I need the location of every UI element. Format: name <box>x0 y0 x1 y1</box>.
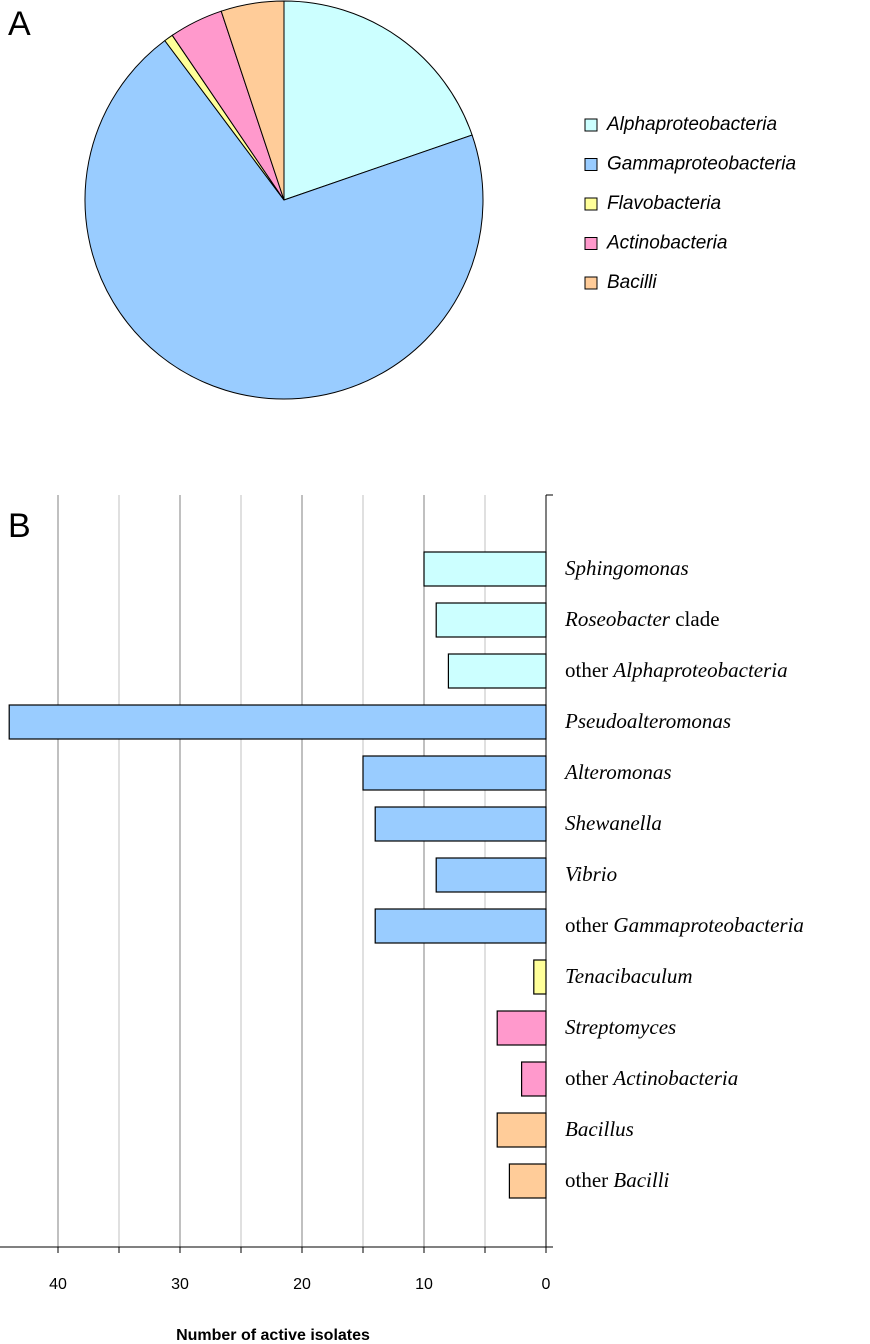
category-label: other Alphaproteobacteria <box>565 658 788 682</box>
category-label: Alteromonas <box>563 760 672 784</box>
legend-label: Bacilli <box>607 272 657 293</box>
category-label-part: other <box>565 658 613 682</box>
bar <box>435 857 547 893</box>
category-label-part: Pseudoalteromonas <box>564 709 731 733</box>
category-label-part: Actinobacteria <box>611 1066 738 1090</box>
pie-slice <box>220 0 285 201</box>
category-label-part: Roseobacter <box>564 607 671 631</box>
category-label-part: Bacillus <box>565 1117 634 1141</box>
category-label: Vibrio <box>565 862 617 886</box>
category-label: Roseobacter clade <box>564 607 720 631</box>
legend-label: Alphaproteobacteria <box>606 114 777 135</box>
x-tick-label: 40 <box>49 1276 67 1293</box>
pie-slice <box>84 39 484 400</box>
bar <box>533 959 547 995</box>
category-label-part: Shewanella <box>565 811 662 835</box>
category-label-part: Vibrio <box>565 862 617 886</box>
category-label-part: Alphaproteobacteria <box>611 658 787 682</box>
bar <box>374 806 547 842</box>
bar <box>447 653 547 689</box>
legend-swatch <box>584 276 598 290</box>
legend-label: Flavobacteria <box>607 193 721 214</box>
x-tick-label: 10 <box>415 1276 433 1293</box>
category-label-part: Bacilli <box>613 1168 669 1192</box>
bar <box>8 704 547 740</box>
x-tick-label: 30 <box>171 1276 189 1293</box>
bar <box>374 908 547 944</box>
category-label-part: Sphingomonas <box>565 556 689 580</box>
category-label: Sphingomonas <box>565 556 689 580</box>
category-label: Shewanella <box>565 811 662 835</box>
panel-label: B <box>8 507 31 545</box>
category-label: other Bacilli <box>565 1168 670 1192</box>
bar <box>362 755 547 791</box>
legend-label: Actinobacteria <box>606 233 727 254</box>
category-label: other Actinobacteria <box>565 1066 738 1090</box>
category-label-part: Gammaproteobacteria <box>613 913 804 937</box>
legend-swatch <box>584 197 598 211</box>
category-label-part: other <box>565 1168 613 1192</box>
category-label: other Gammaproteobacteria <box>565 913 804 937</box>
bar <box>435 602 547 638</box>
legend-swatch <box>584 118 598 132</box>
x-axis-label: Number of active isolates <box>176 1327 370 1344</box>
legend-swatch <box>584 158 598 171</box>
legend-label: Gammaproteobacteria <box>607 154 796 175</box>
x-tick-label: 0 <box>542 1276 551 1293</box>
category-label: Tenacibaculum <box>565 964 693 988</box>
legend-swatch <box>584 237 598 250</box>
bar <box>520 1061 547 1097</box>
bar <box>496 1112 547 1148</box>
category-label-part: other <box>565 1066 613 1090</box>
category-label-part: other <box>565 913 613 937</box>
category-label-part: clade <box>670 607 720 631</box>
bar <box>423 551 547 587</box>
category-label: Pseudoalteromonas <box>564 709 731 733</box>
bar <box>508 1163 547 1199</box>
x-tick-label: 20 <box>293 1276 311 1293</box>
category-label: Bacillus <box>565 1117 634 1141</box>
category-label-part: Alteromonas <box>563 760 672 784</box>
pie-slice <box>283 0 473 201</box>
category-label-part: Tenacibaculum <box>565 964 693 988</box>
category-label-part: Streptomyces <box>565 1015 676 1039</box>
bar <box>496 1010 547 1046</box>
category-label: Streptomyces <box>565 1015 676 1039</box>
panel-label: A <box>8 5 31 43</box>
